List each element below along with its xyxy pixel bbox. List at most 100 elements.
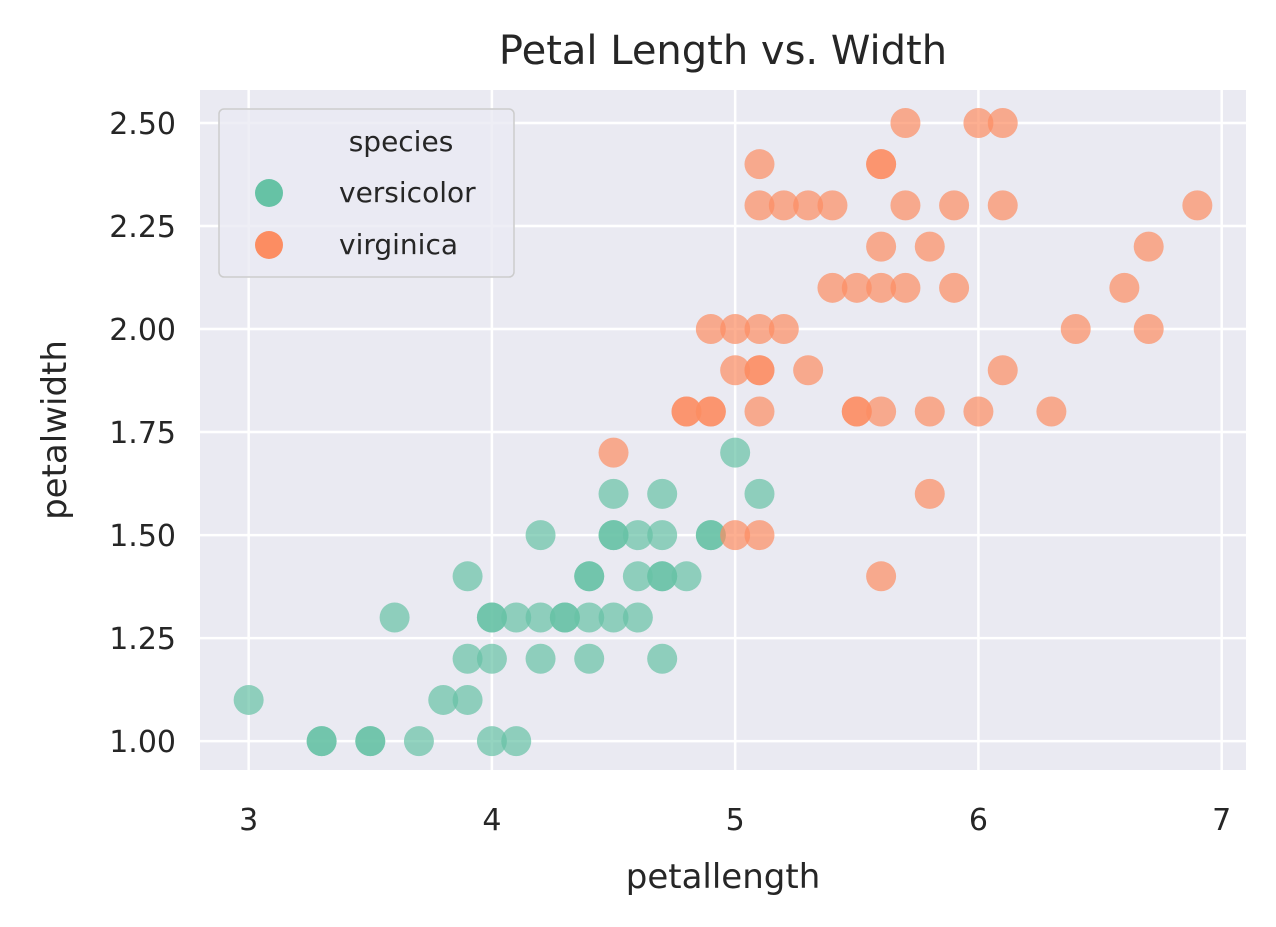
scatter-point-versicolor: [622, 602, 653, 633]
scatter-point-versicolor: [647, 561, 678, 592]
scatter-point-virginica: [890, 272, 921, 303]
legend-box: [218, 108, 515, 278]
scatter-point-virginica: [914, 478, 945, 509]
x-tick-label: 7: [1212, 803, 1231, 838]
scatter-point-virginica: [720, 355, 751, 386]
x-tick-label: 6: [969, 803, 988, 838]
scatter-point-virginica: [744, 314, 775, 345]
scatter-point-versicolor: [622, 561, 653, 592]
scatter-point-virginica: [744, 355, 775, 386]
scatter-point-versicolor: [598, 520, 629, 551]
scatter-point-versicolor: [452, 643, 483, 674]
y-tick-label: 2.25: [109, 210, 176, 245]
scatter-point-virginica: [963, 396, 994, 427]
x-tick-label: 4: [482, 803, 501, 838]
scatter-point-virginica: [671, 396, 702, 427]
scatter-point-versicolor: [647, 643, 678, 674]
scatter-point-versicolor: [501, 602, 532, 633]
scatter-point-versicolor: [306, 726, 337, 757]
y-tick-label: 1.00: [109, 725, 176, 760]
scatter-point-virginica: [963, 107, 994, 138]
scatter-point-virginica: [598, 437, 629, 468]
scatter-point-versicolor: [525, 643, 556, 674]
legend-label-virginica: virginica: [339, 228, 458, 261]
x-tick-label: 5: [726, 803, 745, 838]
scatter-point-versicolor: [598, 602, 629, 633]
scatter-point-virginica: [720, 314, 751, 345]
y-axis-label: petalwidth: [35, 340, 75, 520]
y-tick-label: 1.75: [109, 416, 176, 451]
scatter-point-versicolor: [598, 478, 629, 509]
scatter-point-virginica: [939, 272, 970, 303]
scatter-point-versicolor: [476, 726, 507, 757]
scatter-point-versicolor: [549, 602, 580, 633]
scatter-point-virginica: [695, 396, 726, 427]
scatter-point-virginica: [793, 190, 824, 221]
scatter-point-virginica: [768, 190, 799, 221]
scatter-point-virginica: [817, 272, 848, 303]
scatter-point-virginica: [841, 396, 872, 427]
legend-marker-versicolor: [255, 179, 283, 207]
scatter-point-versicolor: [233, 684, 264, 715]
scatter-point-virginica: [939, 190, 970, 221]
scatter-point-virginica: [866, 396, 897, 427]
scatter-point-virginica: [1133, 314, 1164, 345]
x-tick-label: 3: [239, 803, 258, 838]
x-axis-label: petallength: [626, 857, 821, 897]
legend-marker-virginica: [255, 231, 283, 259]
scatter-point-versicolor: [525, 602, 556, 633]
scatter-point-versicolor: [476, 602, 507, 633]
scatter-point-versicolor: [622, 520, 653, 551]
data-points: [233, 107, 1213, 757]
scatter-point-versicolor: [574, 643, 605, 674]
scatter-point-versicolor: [574, 602, 605, 633]
legend-title: species: [349, 125, 454, 158]
legend: species versicolor virginica: [218, 108, 515, 278]
y-tick-label: 1.50: [109, 519, 176, 554]
scatter-point-virginica: [987, 190, 1018, 221]
x-tick-labels: 3 4 5 6 7: [239, 803, 1231, 838]
scatter-point-virginica: [744, 190, 775, 221]
scatter-point-virginica: [866, 149, 897, 180]
scatter-point-versicolor: [452, 684, 483, 715]
scatter-point-versicolor: [720, 437, 751, 468]
scatter-point-virginica: [817, 190, 848, 221]
scatter-point-virginica: [987, 107, 1018, 138]
scatter-point-virginica: [866, 561, 897, 592]
scatter-point-virginica: [1060, 314, 1091, 345]
scatter-point-virginica: [1133, 231, 1164, 262]
scatter-point-virginica: [744, 149, 775, 180]
scatter-point-virginica: [890, 190, 921, 221]
scatter-point-virginica: [866, 272, 897, 303]
scatter-point-versicolor: [574, 561, 605, 592]
scatter-point-virginica: [744, 396, 775, 427]
scatter-point-versicolor: [525, 520, 556, 551]
scatter-point-versicolor: [428, 684, 459, 715]
scatter-point-virginica: [1182, 190, 1213, 221]
chart-title: Petal Length vs. Width: [499, 28, 947, 74]
scatter-point-versicolor: [476, 643, 507, 674]
y-tick-labels: 1.00 1.25 1.50 1.75 2.00 2.25 2.50: [109, 107, 176, 760]
scatter-point-virginica: [720, 520, 751, 551]
scatter-point-virginica: [744, 520, 775, 551]
scatter-point-versicolor: [452, 561, 483, 592]
scatter-point-versicolor: [379, 602, 410, 633]
scatter-point-virginica: [695, 314, 726, 345]
scatter-point-virginica: [914, 396, 945, 427]
legend-label-versicolor: versicolor: [339, 176, 476, 209]
scatter-point-virginica: [866, 231, 897, 262]
scatter-point-virginica: [1036, 396, 1067, 427]
scatter-point-versicolor: [695, 520, 726, 551]
scatter-point-virginica: [1109, 272, 1140, 303]
scatter-point-versicolor: [403, 726, 434, 757]
scatter-point-versicolor: [744, 478, 775, 509]
scatter-point-versicolor: [647, 478, 678, 509]
y-tick-label: 2.50: [109, 107, 176, 142]
y-tick-label: 1.25: [109, 622, 176, 657]
scatter-point-virginica: [987, 355, 1018, 386]
scatter-point-versicolor: [501, 726, 532, 757]
scatter-point-virginica: [914, 231, 945, 262]
scatter-point-versicolor: [355, 726, 386, 757]
y-tick-label: 2.00: [109, 313, 176, 348]
